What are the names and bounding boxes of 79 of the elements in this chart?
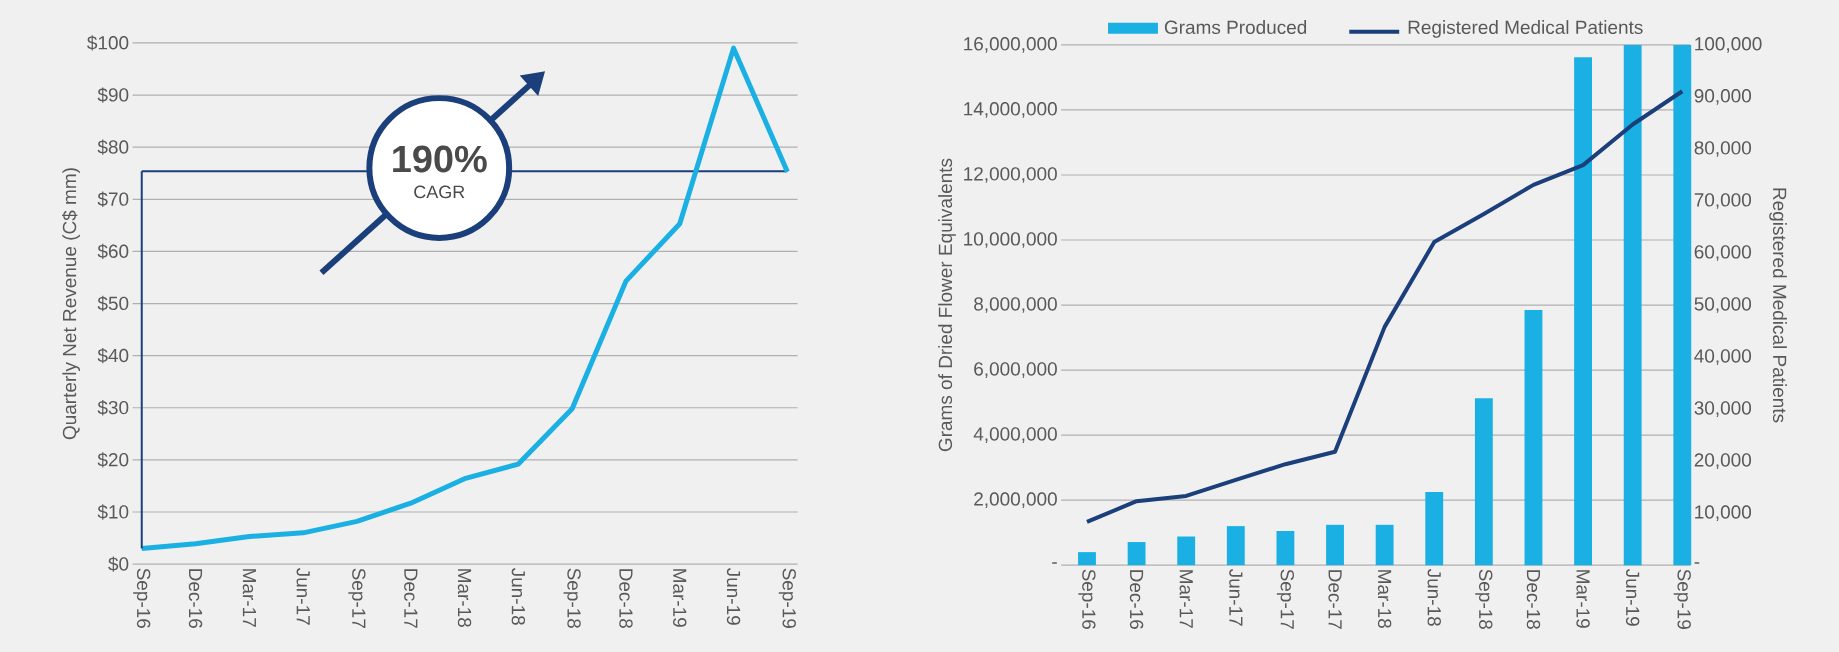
y-tick-label: $90 (97, 87, 129, 103)
x-tick-label: Mar-18 (1377, 570, 1392, 628)
x-tick-label: Sep-17 (1276, 569, 1295, 629)
x-tick-label: Jun-17 (1229, 568, 1243, 626)
bar (1673, 44, 1692, 566)
y2-tick-label: 40,000 (1694, 349, 1752, 365)
y-tick-label: 4,000,000 (973, 427, 1057, 443)
x-tick-label: Sep-18 (1475, 569, 1493, 629)
y-tick-label: 2,000,000 (974, 492, 1057, 508)
y-tick-label: 14,000,000 (964, 102, 1057, 118)
x-tick-label: Jun-18 (1427, 568, 1441, 626)
bar (1177, 536, 1196, 566)
x-tick-label: Dec-18 (1526, 570, 1541, 629)
y-tick-label: $80 (97, 139, 129, 155)
y2-tick-label: 60,000 (1694, 245, 1752, 261)
line-series (139, 45, 790, 551)
bar (1078, 552, 1096, 566)
y2-tick-label: - (1694, 562, 1700, 564)
line-series (1084, 89, 1685, 524)
y-tick-label: $50 (97, 295, 129, 312)
y-tick-label: 6,000,000 (974, 362, 1057, 378)
x-tick-label: Dec-17 (404, 569, 418, 628)
y-tick-label: 8,000,000 (974, 297, 1057, 313)
y2-tick-label: 90,000 (1694, 89, 1752, 105)
bar (1326, 524, 1344, 566)
x-tick-label: Sep-18 (563, 568, 581, 628)
bar (1127, 542, 1146, 566)
y-axis-title: Grams of Dried Flower Equivalents (938, 158, 956, 452)
x-tick-label: Dec-17 (1328, 570, 1342, 629)
bar (1226, 526, 1245, 566)
x-tick-label: Mar-19 (673, 569, 687, 627)
y-tick-label: $60 (97, 243, 129, 260)
x-tick-label: Dec-16 (188, 569, 203, 628)
y-tick-label: $30 (97, 400, 129, 416)
bar (1474, 398, 1493, 566)
y-tick-label: 16,000,000 (964, 37, 1057, 53)
bar (1375, 524, 1394, 566)
y2-tick-label: 50,000 (1694, 297, 1752, 313)
x-tick-label: Dec-18 (619, 569, 633, 628)
y2-axis-title: Registered Medical Patients (1769, 188, 1787, 423)
y-axis-title: Quarterly Net Revenue (C$ mm) (62, 168, 80, 440)
x-tick-label: Mar-17 (242, 569, 256, 627)
bar (1623, 44, 1642, 566)
x-tick-label: Mar-17 (1179, 570, 1193, 628)
y-tick-label: $10 (97, 504, 129, 520)
y2-tick-label: 30,000 (1694, 401, 1752, 417)
y-tick-label: $70 (97, 191, 129, 207)
y2-tick-label: 70,000 (1694, 193, 1752, 209)
y-tick-label: 12,000,000 (964, 167, 1057, 183)
x-tick-label: Sep-17 (348, 568, 366, 628)
y-tick-label: - (1052, 562, 1057, 564)
x-tick-label: Sep-16 (133, 568, 151, 628)
x-tick-label: Dec-16 (1129, 570, 1144, 629)
y2-tick-label: 20,000 (1694, 453, 1752, 469)
bar (1276, 530, 1295, 566)
x-tick-label: Sep-19 (1673, 569, 1691, 629)
bar (1425, 491, 1444, 566)
y-tick-label: $100 (87, 35, 129, 51)
annotation: 190% (393, 145, 487, 173)
x-tick-label: Sep-16 (1078, 569, 1096, 629)
y2-tick-label: 80,000 (1694, 141, 1752, 157)
y-tick-label: $40 (97, 347, 129, 364)
bar (1524, 309, 1543, 566)
y-tick-label: $20 (97, 452, 129, 468)
y2-tick-label: 100,000 (1695, 37, 1762, 53)
annotation: CAGR (414, 185, 465, 199)
x-tick-label: Jun-18 (511, 567, 526, 625)
legend-label: Registered Medical Patients (1408, 20, 1643, 38)
x-tick-label: Sep-19 (778, 568, 796, 628)
x-tick-label: Jun-19 (1625, 568, 1640, 626)
y-tick-label: $0 (108, 556, 129, 572)
y-tick-label: 10,000,000 (964, 232, 1057, 248)
bar (1574, 57, 1592, 566)
x-tick-label: Jun-17 (296, 567, 310, 625)
x-tick-label: Mar-18 (457, 569, 472, 627)
legend-label: Grams Produced (1164, 20, 1307, 35)
y2-tick-label: 10,000 (1695, 505, 1752, 521)
x-tick-label: Mar-19 (1576, 570, 1590, 628)
x-tick-label: Jun-19 (726, 567, 741, 625)
